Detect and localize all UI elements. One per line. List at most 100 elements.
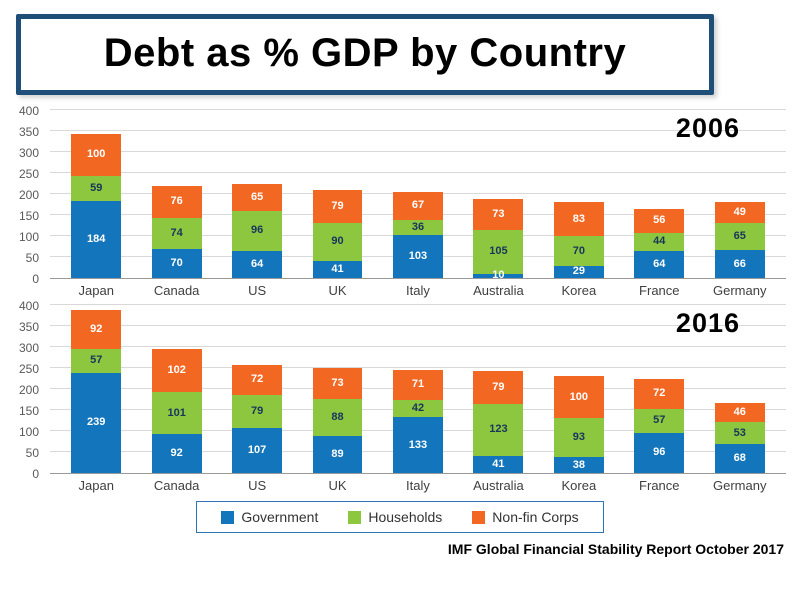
bar-value-label: 57 <box>653 414 666 427</box>
category-label-germany: Germany <box>712 478 767 493</box>
bar-value-label: 102 <box>167 364 186 377</box>
bar-segment-government: 64 <box>634 251 685 278</box>
y-tick-label: 400 <box>18 299 39 313</box>
category-label-korea: Korea <box>561 283 597 298</box>
category-axis: Japan Canada US UK Italy Australia Korea France… <box>56 283 780 298</box>
bar-segment-non-fin-corps: 79 <box>312 189 363 223</box>
y-tick-label: 150 <box>18 209 39 223</box>
category-label-france: France <box>639 283 680 298</box>
y-tick-label: 350 <box>18 320 39 334</box>
bar-segment-government: 103 <box>393 234 443 278</box>
legend-label: Households <box>368 509 443 525</box>
bar-slot-uk: 89 88 73 <box>297 306 377 473</box>
bar-value-label: 92 <box>90 322 103 335</box>
gridline <box>50 151 786 152</box>
bar-value-label: 36 <box>411 220 425 233</box>
stacked-bar-us: 64 96 65 <box>232 183 283 278</box>
stacked-bar-korea: 29 70 83 <box>553 201 604 278</box>
stacked-bar-france: 64 44 56 <box>634 209 685 278</box>
y-tick-label: 400 <box>18 104 39 118</box>
y-tick-label: 150 <box>18 404 39 418</box>
stacked-bar-australia: 41 123 79 <box>473 370 524 473</box>
bar-value-label: 107 <box>247 444 267 457</box>
bar-value-label: 65 <box>733 230 746 243</box>
plot-area: 184 59 100 70 74 76 64 96 65 41 90 79 103 36 67 10 105 73… <box>50 109 786 281</box>
category-label-japan: Japan <box>78 283 114 298</box>
category-label-australia: Australia <box>473 283 524 298</box>
stacked-bar-us: 107 79 72 <box>232 364 283 473</box>
bar-value-label: 72 <box>653 387 666 400</box>
category-label-italy: Italy <box>406 283 430 298</box>
bar-segment-government: 66 <box>714 250 765 278</box>
legend: Government Households Non-fin Corps <box>196 501 604 533</box>
y-tick-label: 0 <box>32 272 39 286</box>
y-tick-label: 50 <box>25 446 39 460</box>
bar-slot-uk: 41 90 79 <box>297 111 377 278</box>
gridline <box>50 325 786 326</box>
bar-value-label: 239 <box>87 416 106 429</box>
y-tick-label: 300 <box>18 146 39 160</box>
bar-segment-households: 44 <box>634 232 685 252</box>
bar-segment-households: 36 <box>393 219 443 235</box>
gridline <box>50 109 786 110</box>
bar-value-label: 73 <box>492 207 505 220</box>
year-label: 2016 <box>675 308 740 338</box>
bar-value-label: 49 <box>733 206 746 219</box>
category-label-us: US <box>248 478 267 493</box>
category-label-us: US <box>248 283 267 298</box>
bar-slot-japan: 184 59 100 <box>56 111 136 278</box>
bar-value-label: 38 <box>572 458 585 471</box>
bar-segment-non-fin-corps: 92 <box>71 310 122 349</box>
bar-segment-households: 90 <box>312 222 363 261</box>
category-label-germany: Germany <box>712 283 767 298</box>
bar-segment-non-fin-corps: 49 <box>714 202 765 223</box>
category-label-italy: Italy <box>406 478 430 493</box>
bar-slot-france: 96 57 72 <box>619 306 699 473</box>
bar-segment-non-fin-corps: 56 <box>634 209 685 233</box>
bar-value-label: 42 <box>411 401 425 414</box>
bar-segment-households: 42 <box>393 399 443 418</box>
bar-slot-us: 107 79 72 <box>217 306 297 473</box>
bar-segment-households: 59 <box>71 175 122 201</box>
y-tick-label: 200 <box>18 188 39 202</box>
year-label: 2006 <box>675 113 740 143</box>
bar-segment-non-fin-corps: 72 <box>232 364 283 395</box>
bar-slot-canada: 92 101 102 <box>136 306 216 473</box>
bar-segment-households: 93 <box>553 418 604 458</box>
category-label-australia: Australia <box>473 478 524 493</box>
y-axis: 0 50 100 150 200 250 300 350 400 <box>10 300 44 480</box>
gridline <box>50 172 786 173</box>
source-note: IMF Global Financial Stability Report Oc… <box>447 541 784 557</box>
bar-segment-households: 57 <box>634 408 685 433</box>
bar-value-label: 73 <box>331 376 344 389</box>
bar-value-label: 90 <box>331 235 344 248</box>
bar-value-label: 29 <box>572 265 585 278</box>
bar-segment-government: 38 <box>553 457 604 473</box>
title-box: Debt as % GDP by Country <box>16 14 714 95</box>
legend-label: Non-fin Corps <box>492 509 579 525</box>
bar-value-label: 92 <box>170 447 183 460</box>
bar-slot-italy: 133 42 71 <box>378 306 458 473</box>
stacked-bar-korea: 38 93 100 <box>553 376 604 473</box>
gridline <box>50 130 786 131</box>
gridline <box>50 346 786 347</box>
bar-value-label: 57 <box>90 354 103 367</box>
bar-segment-households: 74 <box>151 217 202 249</box>
bar-segment-households: 123 <box>473 404 524 456</box>
bar-segment-government: 239 <box>71 372 122 473</box>
bar-value-label: 96 <box>653 446 666 459</box>
y-tick-label: 0 <box>32 467 39 481</box>
bar-segment-government: 92 <box>151 434 202 473</box>
bar-value-label: 41 <box>492 457 505 470</box>
bar-segment-non-fin-corps: 72 <box>634 378 685 409</box>
bar-value-label: 65 <box>250 190 264 203</box>
bar-value-label: 46 <box>733 406 746 419</box>
legend-item-non-fin-corps: Non-fin Corps <box>472 509 579 525</box>
stacked-bar-germany: 68 53 46 <box>714 402 765 473</box>
y-axis: 0 50 100 150 200 250 300 350 400 <box>10 105 44 285</box>
stacked-bar-italy: 133 42 71 <box>393 369 443 473</box>
bar-value-label: 70 <box>170 256 183 269</box>
gridline <box>50 304 786 305</box>
chart-2016: 239 57 92 92 101 102 107 79 72 89 88 73 133 42 71 41 123… <box>10 300 786 493</box>
bar-value-label: 184 <box>87 232 106 245</box>
